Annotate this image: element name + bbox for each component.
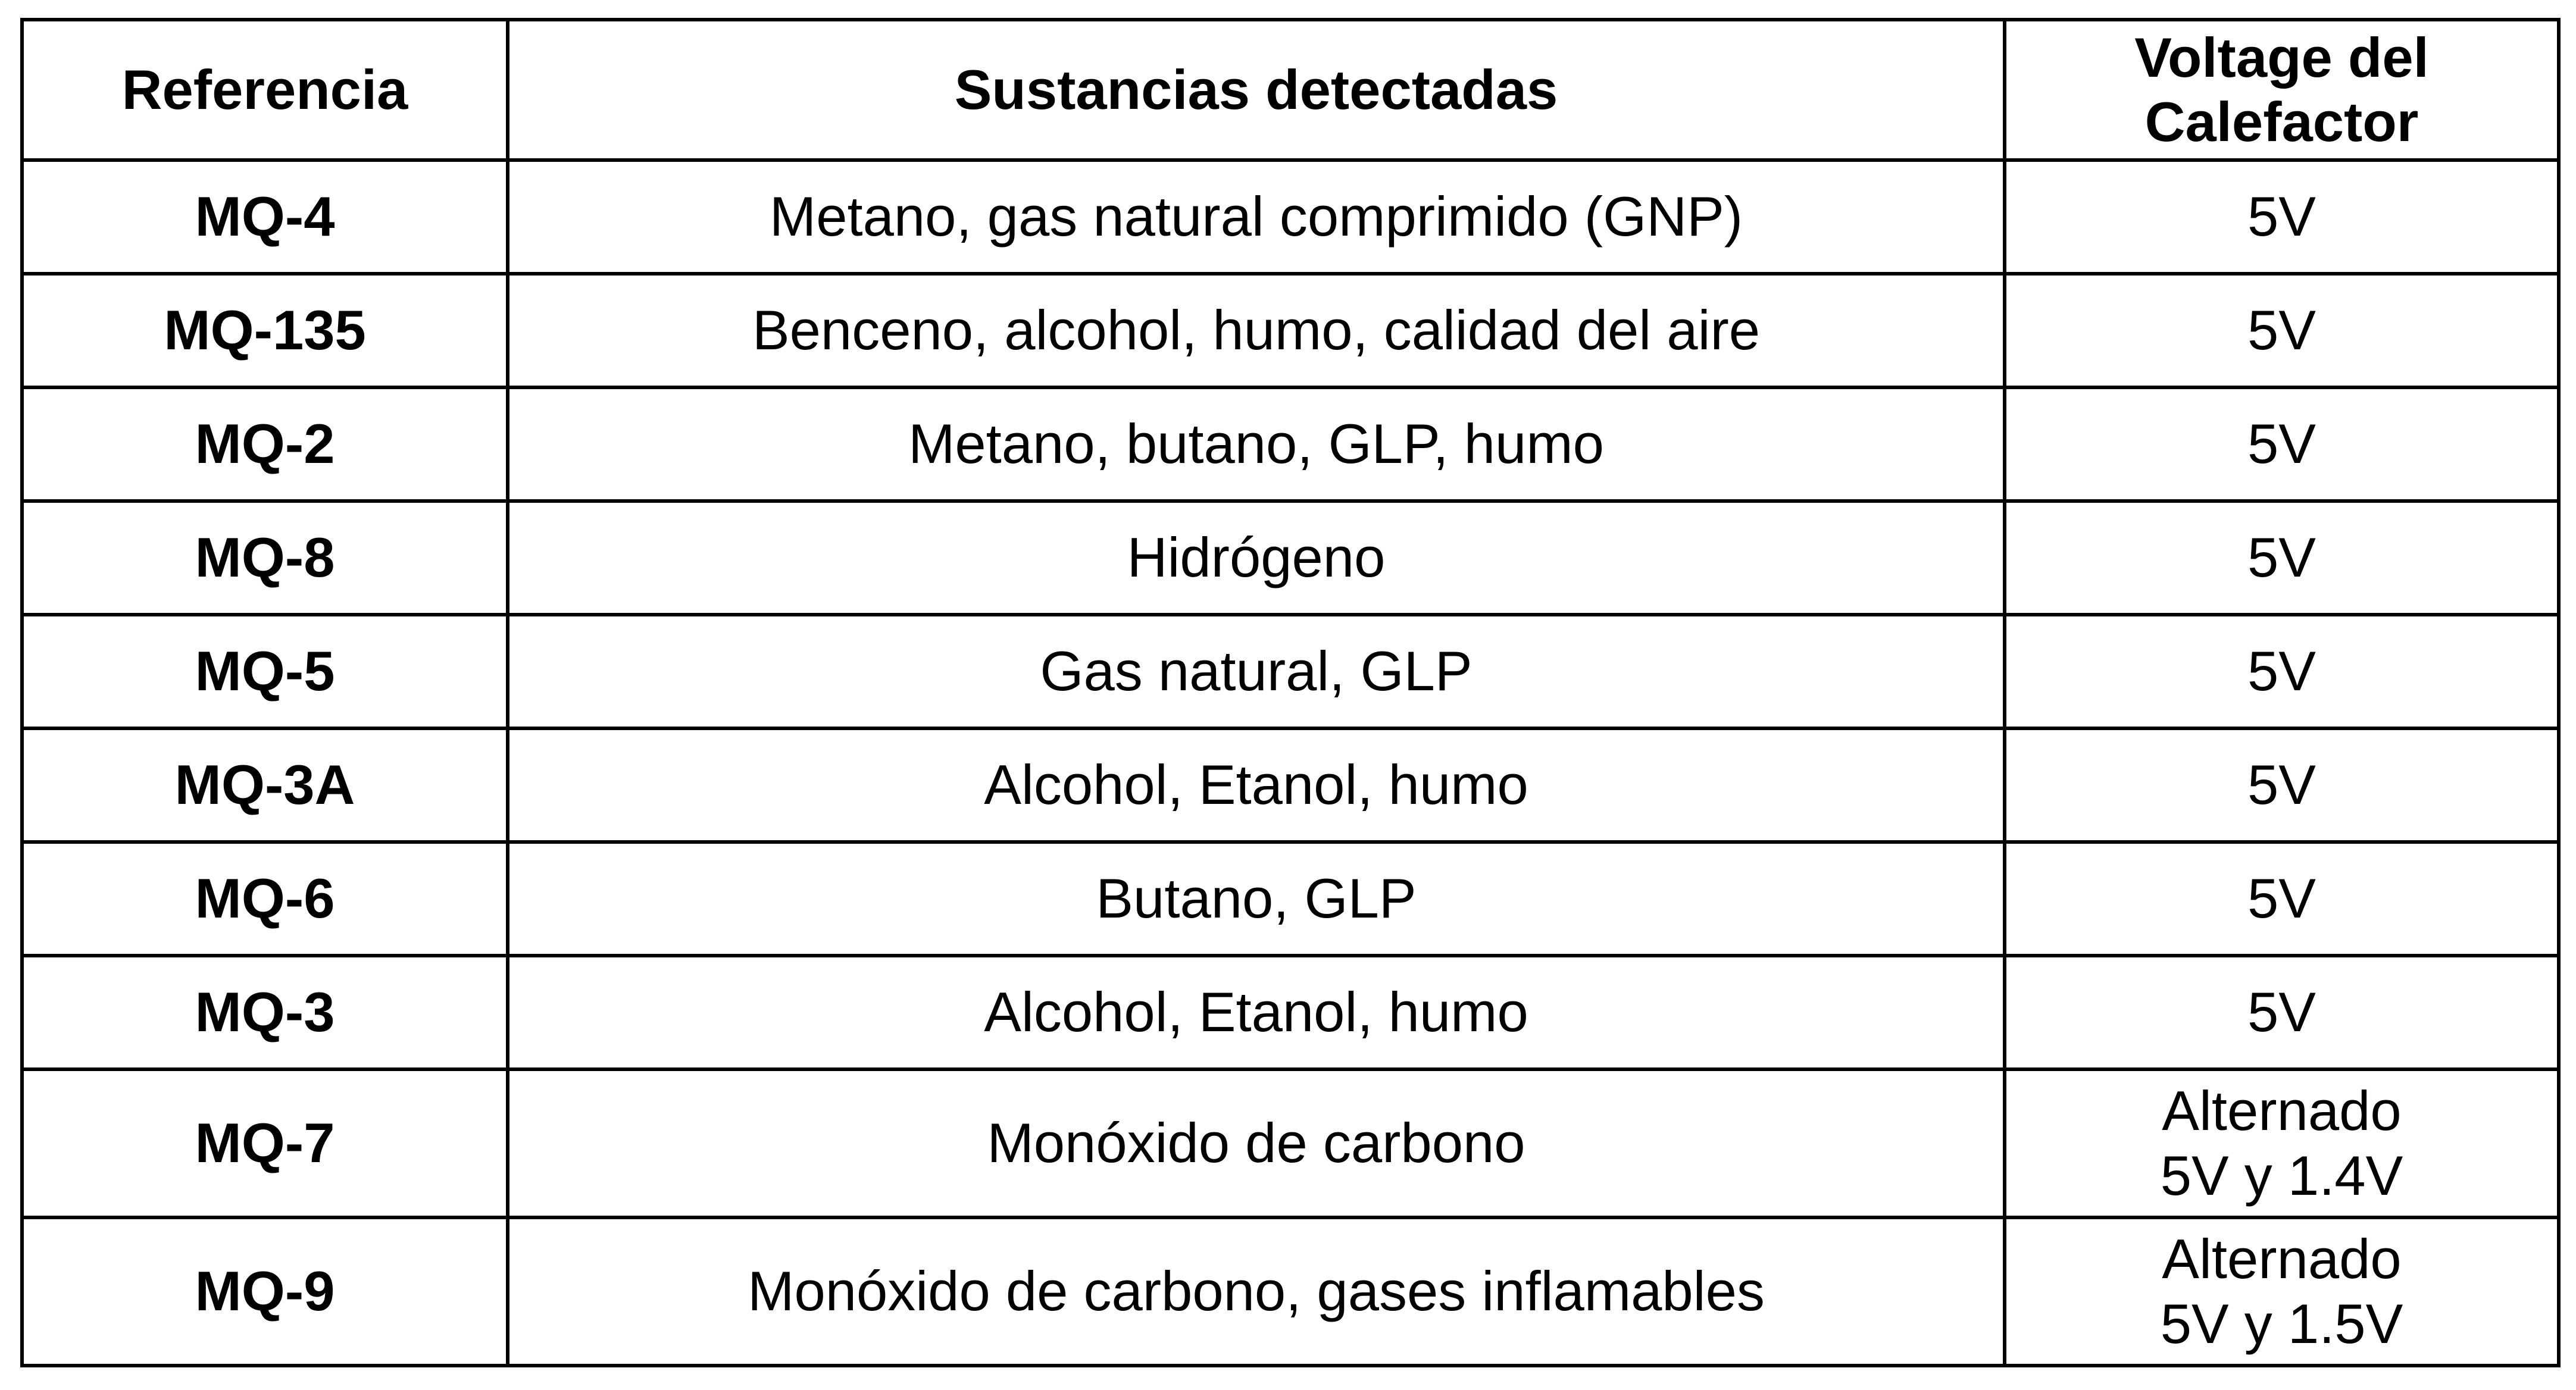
voltage-cell: 5V [2003, 613, 2561, 730]
reference-cell: MQ-2 [20, 386, 509, 503]
voltage-cell: 5V [2003, 840, 2561, 957]
header-row: Referencia Sustancias detectadas Voltage… [20, 18, 2561, 162]
voltage-cell: Alternado 5V y 1.5V [2003, 1216, 2561, 1367]
table-row: MQ-7 Monóxido de carbono Alternado 5V y … [20, 1067, 2561, 1219]
substances-cell: Hidrógeno [506, 499, 2006, 616]
reference-cell: MQ-7 [20, 1067, 509, 1219]
sensor-table: Referencia Sustancias detectadas Voltage… [20, 18, 2561, 1367]
substances-cell: Alcohol, Etanol, humo [506, 954, 2006, 1071]
voltage-cell: 5V [2003, 727, 2561, 844]
substances-cell: Metano, butano, GLP, humo [506, 386, 2006, 503]
table-row: MQ-9 Monóxido de carbono, gases inflamab… [20, 1216, 2561, 1367]
column-header-substances: Sustancias detectadas [506, 18, 2006, 162]
reference-cell: MQ-135 [20, 272, 509, 389]
reference-cell: MQ-3 [20, 954, 509, 1071]
substances-cell: Monóxido de carbono [506, 1067, 2006, 1219]
table-row: MQ-3A Alcohol, Etanol, humo 5V [20, 727, 2561, 844]
reference-cell: MQ-5 [20, 613, 509, 730]
table-header: Referencia Sustancias detectadas Voltage… [20, 18, 2561, 162]
voltage-cell: 5V [2003, 499, 2561, 616]
voltage-cell: 5V [2003, 272, 2561, 389]
table-row: MQ-135 Benceno, alcohol, humo, calidad d… [20, 272, 2561, 389]
column-header-reference: Referencia [20, 18, 509, 162]
substances-cell: Monóxido de carbono, gases inflamables [506, 1216, 2006, 1367]
column-header-voltage: Voltage del Calefactor [2003, 18, 2561, 162]
substances-cell: Alcohol, Etanol, humo [506, 727, 2006, 844]
substances-cell: Metano, gas natural comprimido (GNP) [506, 158, 2006, 276]
reference-cell: MQ-6 [20, 840, 509, 957]
table-row: MQ-6 Butano, GLP 5V [20, 840, 2561, 957]
voltage-cell: 5V [2003, 954, 2561, 1071]
table-row: MQ-5 Gas natural, GLP 5V [20, 613, 2561, 730]
reference-cell: MQ-9 [20, 1216, 509, 1367]
substances-cell: Butano, GLP [506, 840, 2006, 957]
voltage-cell: 5V [2003, 386, 2561, 503]
table-row: MQ-4 Metano, gas natural comprimido (GNP… [20, 158, 2561, 276]
reference-cell: MQ-8 [20, 499, 509, 616]
table-row: MQ-8 Hidrógeno 5V [20, 499, 2561, 616]
voltage-cell: Alternado 5V y 1.4V [2003, 1067, 2561, 1219]
reference-cell: MQ-3A [20, 727, 509, 844]
table-row: MQ-2 Metano, butano, GLP, humo 5V [20, 386, 2561, 503]
substances-cell: Benceno, alcohol, humo, calidad del aire [506, 272, 2006, 389]
reference-cell: MQ-4 [20, 158, 509, 276]
voltage-cell: 5V [2003, 158, 2561, 276]
substances-cell: Gas natural, GLP [506, 613, 2006, 730]
table-row: MQ-3 Alcohol, Etanol, humo 5V [20, 954, 2561, 1071]
table-body: MQ-4 Metano, gas natural comprimido (GNP… [20, 158, 2561, 1367]
